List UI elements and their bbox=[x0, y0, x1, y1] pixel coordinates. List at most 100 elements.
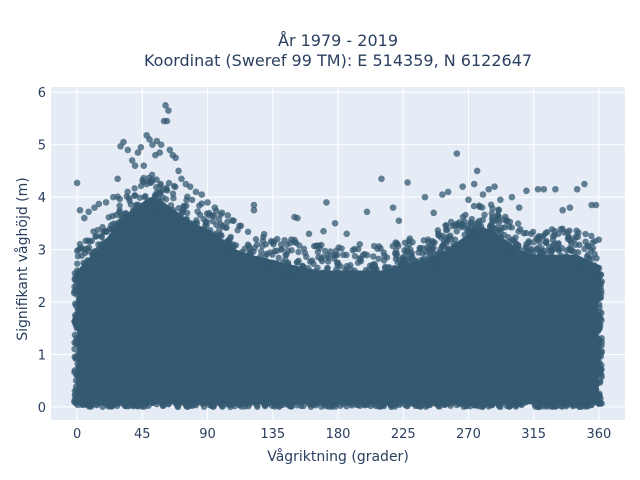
data-point bbox=[426, 401, 434, 409]
data-point bbox=[97, 254, 104, 262]
data-point bbox=[417, 401, 425, 408]
data-point bbox=[269, 267, 276, 275]
data-point bbox=[175, 205, 182, 212]
data-point bbox=[73, 286, 81, 294]
data-point bbox=[544, 397, 551, 404]
data-point bbox=[224, 212, 232, 219]
data-point bbox=[192, 188, 200, 196]
data-point bbox=[186, 183, 194, 190]
data-point bbox=[494, 212, 501, 219]
data-point bbox=[149, 141, 156, 148]
x-axis-title: Vågriktning (grader) bbox=[267, 448, 409, 465]
data-point bbox=[597, 271, 604, 278]
data-point bbox=[308, 279, 315, 286]
data-point bbox=[582, 403, 590, 410]
data-point bbox=[598, 373, 605, 381]
data-point bbox=[563, 403, 570, 410]
data-point bbox=[165, 179, 173, 187]
data-point bbox=[592, 201, 600, 209]
data-point bbox=[186, 402, 193, 410]
data-point bbox=[178, 175, 185, 183]
data-point bbox=[595, 314, 602, 321]
data-point bbox=[515, 204, 523, 211]
data-point bbox=[517, 251, 524, 259]
data-point bbox=[278, 268, 285, 275]
data-point bbox=[127, 201, 135, 208]
data-point bbox=[183, 196, 190, 204]
x-tick-label: 270 bbox=[456, 427, 481, 442]
data-point bbox=[188, 397, 195, 405]
data-point bbox=[576, 258, 584, 265]
data-point bbox=[531, 401, 538, 408]
data-point bbox=[209, 217, 216, 225]
data-point bbox=[595, 324, 602, 331]
data-point bbox=[74, 260, 81, 267]
data-point bbox=[156, 182, 164, 189]
data-point bbox=[76, 298, 83, 305]
data-point bbox=[589, 239, 596, 246]
data-point bbox=[530, 239, 537, 246]
data-point bbox=[165, 211, 172, 219]
y-tick-label: 4 bbox=[38, 191, 46, 206]
y-tick-label: 3 bbox=[38, 244, 46, 259]
data-point bbox=[98, 233, 105, 240]
data-point bbox=[481, 211, 488, 219]
data-point bbox=[220, 239, 227, 246]
data-point bbox=[364, 270, 371, 277]
data-point bbox=[194, 226, 202, 233]
data-point bbox=[116, 209, 123, 216]
data-point bbox=[121, 398, 129, 405]
data-point bbox=[519, 397, 526, 404]
data-point bbox=[582, 238, 589, 245]
data-point bbox=[122, 214, 130, 221]
data-point bbox=[234, 253, 241, 261]
data-point bbox=[282, 256, 289, 263]
data-point bbox=[180, 203, 187, 210]
data-point bbox=[140, 211, 147, 218]
data-point bbox=[566, 204, 574, 211]
data-point bbox=[593, 380, 601, 388]
data-point bbox=[153, 201, 160, 209]
data-point bbox=[155, 207, 163, 215]
data-point bbox=[393, 252, 400, 259]
data-point bbox=[334, 259, 342, 267]
data-point bbox=[197, 235, 205, 243]
data-point bbox=[257, 248, 265, 255]
data-point bbox=[180, 398, 187, 406]
data-point bbox=[71, 345, 78, 353]
data-point bbox=[386, 400, 394, 408]
data-point bbox=[453, 228, 460, 235]
y-tick-label: 2 bbox=[38, 296, 46, 311]
data-point bbox=[188, 196, 196, 204]
x-tick-label: 180 bbox=[326, 427, 351, 442]
data-point bbox=[278, 398, 286, 405]
data-point bbox=[71, 392, 79, 399]
data-point bbox=[572, 254, 579, 261]
data-point bbox=[537, 255, 544, 262]
data-point bbox=[129, 402, 136, 409]
data-point bbox=[453, 150, 461, 157]
data-point bbox=[494, 243, 502, 250]
x-tick-label: 90 bbox=[199, 427, 216, 442]
data-point bbox=[392, 239, 399, 246]
data-point bbox=[230, 242, 238, 250]
data-point bbox=[426, 258, 434, 266]
data-point bbox=[386, 264, 393, 271]
data-point bbox=[458, 224, 465, 231]
data-point bbox=[140, 174, 147, 182]
data-point bbox=[230, 217, 237, 225]
data-point bbox=[565, 233, 573, 241]
data-point bbox=[294, 269, 302, 276]
data-point bbox=[351, 277, 358, 284]
data-point bbox=[523, 229, 530, 237]
data-point bbox=[473, 238, 480, 245]
data-point bbox=[575, 264, 582, 271]
y-axis-title: Signifikant våghöjd (m) bbox=[14, 177, 31, 340]
data-point bbox=[288, 273, 296, 280]
data-point bbox=[444, 188, 452, 196]
data-point bbox=[99, 403, 106, 410]
data-point bbox=[534, 185, 542, 193]
data-point bbox=[435, 398, 443, 406]
data-point bbox=[380, 401, 387, 409]
data-point bbox=[234, 259, 241, 267]
